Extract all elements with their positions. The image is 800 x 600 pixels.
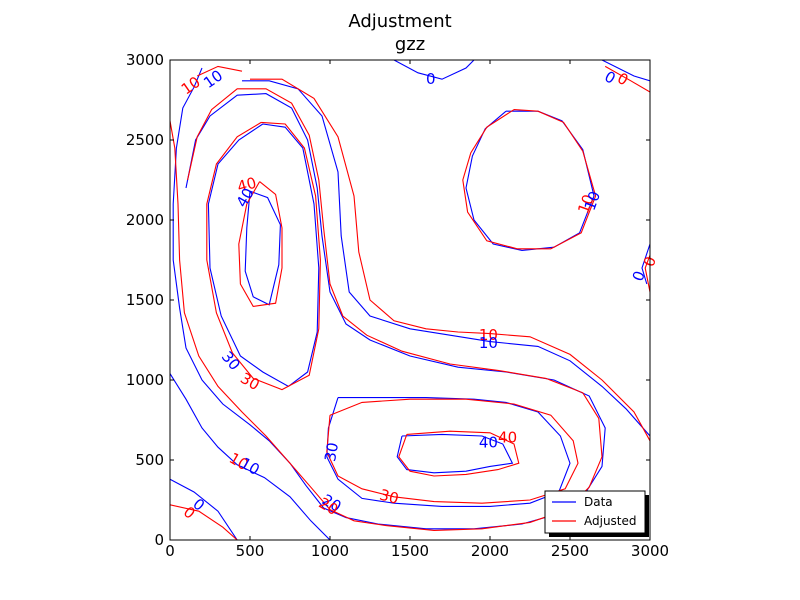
legend-box [544,490,646,534]
contour-adjusted-level-10-2 [196,65,243,77]
contour-label-data-12: 10 [479,334,498,352]
contour-adjusted-level-10-7 [462,109,597,250]
contour-adjusted-level-30-1 [206,121,321,391]
contour-adjusted-level-30-5 [326,398,579,504]
contour-label-adjusted-22: 30 [378,486,401,508]
x-axis: 0 500 1000 1500 2000 2500 3000 [165,60,669,560]
contour-data-level-0-8 [393,60,475,80]
legend-label-data: Data [584,495,613,509]
contour-data-level-10-3 [242,80,650,437]
y-tick-label-3000: 3000 [126,51,164,69]
y-tick-label-1500: 1500 [126,291,164,309]
x-tick-label-2000: 2000 [471,542,509,560]
contour-adjusted-level-0-9 [644,255,650,293]
contour-data-level-0-10 [641,243,650,285]
contour-adjusted-level-40-6 [398,430,520,477]
contour-lines [170,60,650,540]
contour-adjusted-level-40-0 [238,181,283,307]
contour-data-level-0-11 [170,478,238,540]
contour-adjusted-level-10-3 [250,78,650,442]
contour-label-data-17: 30 [321,441,342,463]
contour-label-data-2: 0 [426,70,436,88]
y-tick-label-2000: 2000 [126,211,164,229]
contour-adjusted-level-0-10 [170,504,238,540]
legend-label-adjusted: Adjusted [584,514,637,528]
contour-label-adjusted-11: 10 [479,326,498,344]
contour-data-level-10-2 [170,373,331,540]
contour-label-adjusted-15: 40 [498,429,517,447]
x-tick-label-2500: 2500 [551,542,589,560]
x-tick-label-1000: 1000 [311,542,349,560]
x-tick-label-3000: 3000 [631,542,669,560]
contour-data-level-40-0 [244,190,281,306]
x-tick-label-500: 500 [236,542,265,560]
chart-subtitle: gzz [395,34,425,55]
contour-label-adjusted-5: 40 [235,174,258,196]
y-tick-label-0: 0 [154,531,164,549]
contour-label-data-16: 40 [479,433,498,451]
contour-data-level-30-1 [207,123,320,388]
y-tick-label-1000: 1000 [126,371,164,389]
contour-label-adjusted-7: 10 [574,192,597,216]
y-axis: 0 500 1000 1500 2000 2500 3000 [126,51,650,549]
x-tick-label-0: 0 [165,542,175,560]
contour-adjusted-level-10-4 [170,88,603,531]
y-tick-label-2500: 2500 [126,131,164,149]
contour-label-data-8: 10 [581,189,604,213]
contour-adjusted-level-0-8 [604,65,650,93]
chart-title: Adjustment [348,11,451,32]
contour-data-level-0-9 [601,60,650,82]
y-tick-label-500: 500 [135,451,164,469]
contour-data-level-40-6 [396,433,514,474]
x-tick-label-1500: 1500 [391,542,429,560]
legend: Data Adjusted [544,490,649,537]
